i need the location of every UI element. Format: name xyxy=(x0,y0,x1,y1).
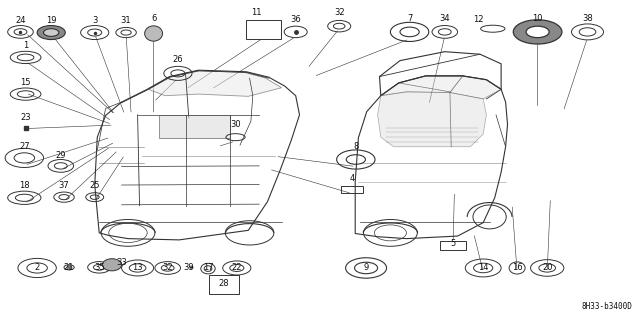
Circle shape xyxy=(513,20,562,44)
Text: 15: 15 xyxy=(20,78,31,87)
Text: 6: 6 xyxy=(151,14,156,23)
Ellipse shape xyxy=(102,259,122,271)
Polygon shape xyxy=(378,92,486,147)
Polygon shape xyxy=(381,76,501,99)
Text: 27: 27 xyxy=(19,142,29,151)
Text: 8: 8 xyxy=(353,142,358,151)
Circle shape xyxy=(37,26,65,40)
Text: 16: 16 xyxy=(512,263,522,272)
Text: 14: 14 xyxy=(478,263,488,272)
Text: 33: 33 xyxy=(116,258,127,267)
Text: 32: 32 xyxy=(334,8,344,17)
Text: 19: 19 xyxy=(46,16,56,25)
Text: 13: 13 xyxy=(132,263,143,272)
Polygon shape xyxy=(148,71,282,96)
Text: 32: 32 xyxy=(163,263,173,272)
Text: 22: 22 xyxy=(232,263,242,272)
Text: 7: 7 xyxy=(407,14,412,23)
Bar xyxy=(246,20,282,39)
Text: 10: 10 xyxy=(532,14,543,23)
Text: 4: 4 xyxy=(349,174,355,183)
Text: 17: 17 xyxy=(203,263,213,272)
Bar xyxy=(440,241,466,250)
Text: 30: 30 xyxy=(230,120,241,129)
Circle shape xyxy=(44,29,59,36)
Text: 34: 34 xyxy=(440,14,450,23)
Text: 38: 38 xyxy=(582,14,593,23)
Ellipse shape xyxy=(145,26,163,41)
Text: 23: 23 xyxy=(20,113,31,122)
Text: 31: 31 xyxy=(121,16,131,25)
Text: 24: 24 xyxy=(15,16,26,25)
Text: 5: 5 xyxy=(451,239,456,248)
Text: 1: 1 xyxy=(23,41,28,50)
Text: 8H33-b3400D: 8H33-b3400D xyxy=(582,302,632,311)
Text: 26: 26 xyxy=(173,56,183,64)
Text: 29: 29 xyxy=(56,151,66,160)
Text: 28: 28 xyxy=(219,279,229,288)
Circle shape xyxy=(526,26,549,38)
Polygon shape xyxy=(159,115,230,138)
Text: 35: 35 xyxy=(94,263,104,272)
Text: 20: 20 xyxy=(542,263,552,272)
Text: 36: 36 xyxy=(291,15,301,24)
Text: 39: 39 xyxy=(184,263,194,272)
Text: 21: 21 xyxy=(64,263,74,272)
Text: 9: 9 xyxy=(364,263,369,272)
Text: 12: 12 xyxy=(474,15,484,24)
Text: 11: 11 xyxy=(251,8,261,17)
Bar xyxy=(341,186,364,193)
Text: 25: 25 xyxy=(90,182,100,190)
Text: 37: 37 xyxy=(59,182,69,190)
Text: 3: 3 xyxy=(92,16,97,25)
Text: 2: 2 xyxy=(35,263,40,272)
Bar xyxy=(209,275,239,294)
Text: 18: 18 xyxy=(19,182,29,190)
